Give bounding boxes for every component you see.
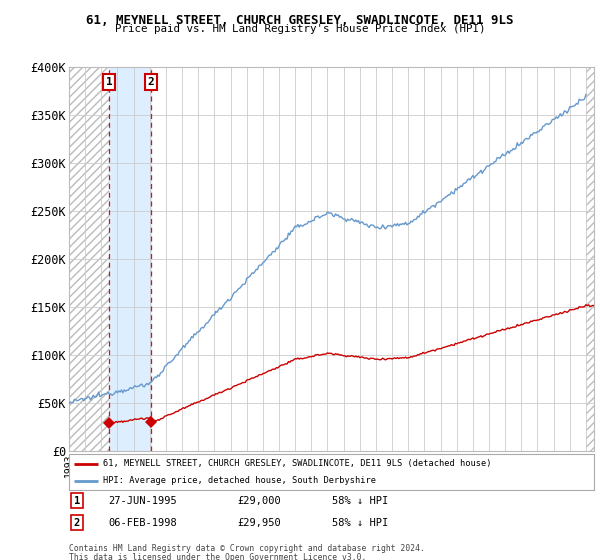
Text: 27-JUN-1995: 27-JUN-1995: [109, 496, 177, 506]
Bar: [69, 67, 109, 451]
Text: Price paid vs. HM Land Registry's House Price Index (HPI): Price paid vs. HM Land Registry's House …: [115, 24, 485, 34]
Text: £29,950: £29,950: [237, 517, 281, 528]
Text: 1: 1: [106, 77, 113, 87]
Bar: [586, 67, 594, 451]
Text: HPI: Average price, detached house, South Derbyshire: HPI: Average price, detached house, Sout…: [103, 477, 376, 486]
Bar: [69, 67, 109, 451]
Text: £29,000: £29,000: [237, 496, 281, 506]
Text: This data is licensed under the Open Government Licence v3.0.: This data is licensed under the Open Gov…: [69, 553, 367, 560]
Text: 06-FEB-1998: 06-FEB-1998: [109, 517, 177, 528]
Text: 58% ↓ HPI: 58% ↓ HPI: [331, 517, 388, 528]
Text: 61, MEYNELL STREET, CHURCH GRESLEY, SWADLINCOTE, DE11 9LS (detached house): 61, MEYNELL STREET, CHURCH GRESLEY, SWAD…: [103, 459, 491, 468]
Text: 58% ↓ HPI: 58% ↓ HPI: [331, 496, 388, 506]
Text: 61, MEYNELL STREET, CHURCH GRESLEY, SWADLINCOTE, DE11 9LS: 61, MEYNELL STREET, CHURCH GRESLEY, SWAD…: [86, 14, 514, 27]
Text: Contains HM Land Registry data © Crown copyright and database right 2024.: Contains HM Land Registry data © Crown c…: [69, 544, 425, 553]
Text: 2: 2: [74, 517, 80, 528]
Text: 2: 2: [148, 77, 155, 87]
Text: 1: 1: [74, 496, 80, 506]
Bar: [109, 67, 151, 451]
